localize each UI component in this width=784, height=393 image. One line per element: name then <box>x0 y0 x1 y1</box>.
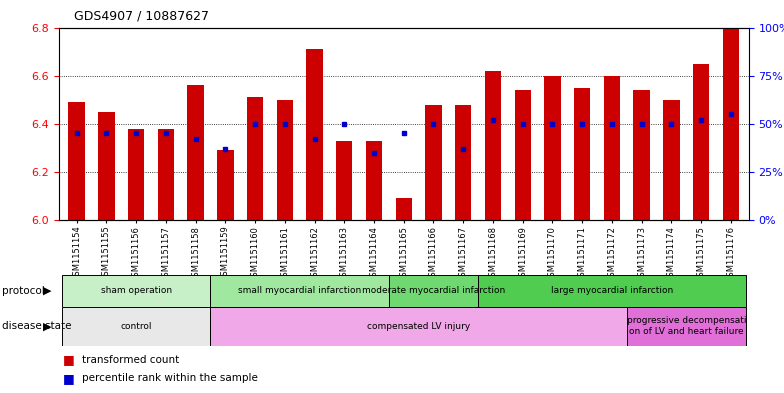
Text: GDS4907 / 10887627: GDS4907 / 10887627 <box>74 10 209 23</box>
Bar <box>62 307 210 346</box>
Bar <box>514 90 531 220</box>
Bar <box>425 105 441 220</box>
Text: control: control <box>121 322 152 331</box>
Bar <box>604 75 620 220</box>
Bar <box>68 102 85 220</box>
Text: progressive decompensati
on of LV and heart failure: progressive decompensati on of LV and he… <box>626 316 746 336</box>
Text: compensated LV injury: compensated LV injury <box>367 322 470 331</box>
Bar <box>366 141 382 220</box>
Text: sham operation: sham operation <box>100 286 172 295</box>
Text: disease state: disease state <box>2 321 71 331</box>
Bar <box>247 97 263 220</box>
Text: protocol: protocol <box>2 286 45 296</box>
Bar <box>478 275 746 307</box>
Bar <box>217 150 234 220</box>
Bar <box>210 275 389 307</box>
Text: ■: ■ <box>63 371 74 385</box>
Bar <box>307 49 323 220</box>
Bar <box>693 64 710 220</box>
Bar <box>574 88 590 220</box>
Bar <box>187 85 204 220</box>
Text: ■: ■ <box>63 353 74 366</box>
Bar <box>62 275 210 307</box>
Bar <box>396 198 412 220</box>
Bar <box>336 141 353 220</box>
Text: ▶: ▶ <box>43 321 52 331</box>
Bar <box>277 100 293 220</box>
Text: large myocardial infarction: large myocardial infarction <box>551 286 673 295</box>
Bar <box>389 275 478 307</box>
Text: moderate myocardial infarction: moderate myocardial infarction <box>362 286 505 295</box>
Text: transformed count: transformed count <box>82 354 180 365</box>
Bar <box>485 71 501 220</box>
Bar <box>544 75 561 220</box>
Bar <box>128 129 144 220</box>
Bar <box>158 129 174 220</box>
Bar <box>633 90 650 220</box>
Bar <box>210 307 626 346</box>
Text: percentile rank within the sample: percentile rank within the sample <box>82 373 258 383</box>
Bar <box>98 112 114 220</box>
Bar <box>663 100 680 220</box>
Bar <box>626 307 746 346</box>
Text: small myocardial infarction: small myocardial infarction <box>238 286 361 295</box>
Bar <box>723 28 739 220</box>
Bar <box>455 105 471 220</box>
Text: ▶: ▶ <box>43 286 52 296</box>
